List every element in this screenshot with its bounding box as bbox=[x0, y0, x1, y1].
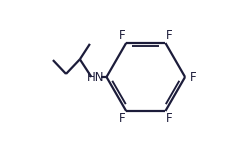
Text: HN: HN bbox=[87, 71, 105, 83]
Text: F: F bbox=[166, 112, 172, 125]
Text: F: F bbox=[119, 29, 126, 42]
Text: F: F bbox=[166, 29, 172, 42]
Text: F: F bbox=[190, 71, 196, 83]
Text: F: F bbox=[119, 112, 126, 125]
